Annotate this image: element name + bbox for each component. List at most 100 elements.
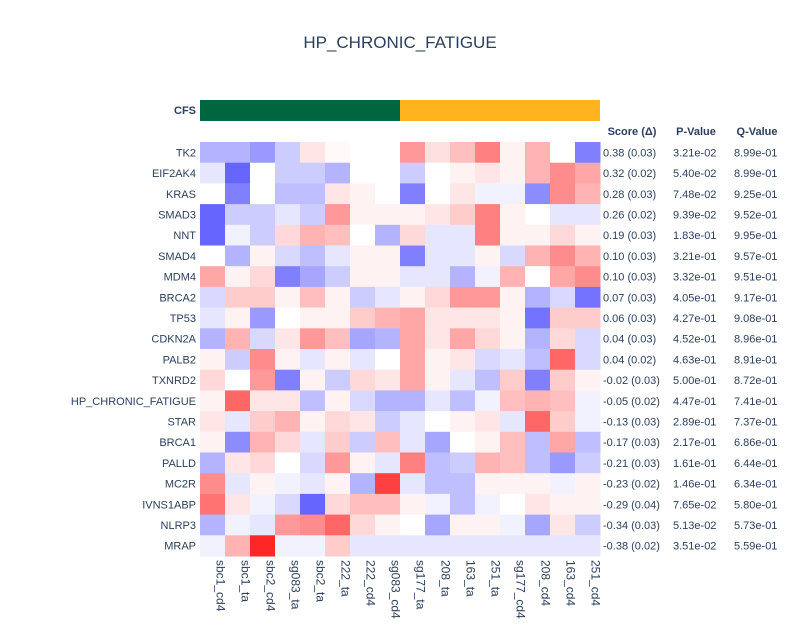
- heatmap-cell: [225, 349, 251, 371]
- row-label: NLRP3: [161, 520, 196, 532]
- heatmap-cell: [500, 183, 526, 205]
- q-value: 9.08e-01: [734, 313, 777, 325]
- score-value: -0.34 (0.03): [603, 520, 660, 532]
- heatmap-cell: [450, 224, 476, 246]
- column-label: 222_cd4: [364, 560, 378, 606]
- heatmap-cell: [425, 493, 451, 516]
- heatmap-cell: [300, 162, 326, 184]
- heatmap-cell: [375, 266, 401, 288]
- heatmap-cell: [375, 514, 401, 536]
- heatmap-cell: [450, 390, 476, 412]
- p-value: 2.89e-01: [673, 416, 716, 428]
- table-header: Q-Value: [737, 126, 778, 138]
- heatmap-cell: [525, 493, 551, 516]
- heatmap-cell: [325, 390, 351, 412]
- heatmap-cell: [475, 390, 501, 412]
- heatmap-cell: [350, 162, 376, 184]
- heatmap-cell: [575, 390, 601, 412]
- heatmap-cell: [425, 286, 451, 309]
- heatmap-cell: [525, 204, 551, 226]
- heatmap-cell: [525, 431, 551, 453]
- heatmap-cell: [525, 452, 551, 474]
- heatmap-cell: [400, 286, 426, 309]
- heatmap-cell: [275, 266, 301, 288]
- heatmap-cell: [275, 349, 301, 371]
- heatmap-cell: [275, 204, 301, 226]
- heatmap-cell: [550, 493, 576, 516]
- heatmap-cell: [325, 452, 351, 474]
- heatmap-cell: [325, 162, 351, 184]
- heatmap-cell: [425, 328, 451, 350]
- heatmap-cell: [275, 390, 301, 412]
- heatmap-cell: [350, 183, 376, 205]
- heatmap-cell: [425, 183, 451, 205]
- heatmap-cell: [325, 183, 351, 205]
- heatmap-cell: [550, 411, 576, 433]
- heatmap-cell: [225, 307, 251, 329]
- heatmap-cell: [250, 493, 276, 516]
- heatmap-cell: [525, 183, 551, 205]
- heatmap-cell: [300, 514, 326, 536]
- heatmap-cell: [425, 452, 451, 474]
- heatmap-cell: [400, 245, 426, 267]
- heatmap-cell: [200, 390, 226, 412]
- row-label: PALLD: [162, 458, 196, 470]
- heatmap-cell: [200, 473, 226, 495]
- heatmap-cell: [450, 162, 476, 184]
- heatmap-cell: [550, 204, 576, 226]
- p-value: 5.13e-02: [673, 520, 716, 532]
- heatmap-cell: [225, 535, 251, 557]
- heatmap-cell: [425, 390, 451, 412]
- heatmap-cell: [400, 452, 426, 474]
- heatmap-cell: [275, 183, 301, 205]
- heatmap-cell: [225, 224, 251, 246]
- heatmap-cell: [375, 493, 401, 516]
- heatmap-cell: [525, 224, 551, 246]
- heatmap-cell: [200, 162, 226, 184]
- score-value: -0.13 (0.03): [603, 416, 660, 428]
- heatmap-cell: [500, 286, 526, 309]
- chart-title: HP_CHRONIC_FATIGUE: [303, 33, 497, 52]
- score-value: -0.05 (0.02): [603, 396, 660, 408]
- p-value: 9.39e-02: [673, 209, 716, 221]
- heatmap-cell: [350, 266, 376, 288]
- heatmap-cell: [500, 162, 526, 184]
- heatmap-cell: [400, 349, 426, 371]
- heatmap-cell: [575, 473, 601, 495]
- heatmap-cell: [550, 369, 576, 391]
- heatmap-cell: [575, 535, 601, 557]
- heatmap-cell: [475, 535, 501, 557]
- heatmap-cell: [375, 349, 401, 371]
- heatmap-cell: [450, 328, 476, 350]
- heatmap-cell: [325, 266, 351, 288]
- heatmap-cell: [325, 369, 351, 391]
- heatmap-cell: [400, 328, 426, 350]
- heatmap-cell: [275, 493, 301, 516]
- heatmap-cell: [425, 514, 451, 536]
- heatmap-cell: [400, 183, 426, 205]
- heatmap-cell: [225, 183, 251, 205]
- heatmap-cell: [500, 431, 526, 453]
- heatmap-cell: [375, 224, 401, 246]
- heatmap-cell: [425, 224, 451, 246]
- heatmap-cell: [250, 245, 276, 267]
- q-value: 9.52e-01: [734, 209, 777, 221]
- heatmap-cell: [325, 245, 351, 267]
- heatmap-cell: [325, 224, 351, 246]
- group-bar-2: [400, 100, 600, 121]
- heatmap-cell: [500, 411, 526, 433]
- heatmap-cell: [250, 514, 276, 536]
- p-value: 4.52e-01: [673, 334, 716, 346]
- heatmap-cell: [200, 411, 226, 433]
- heatmap-cell: [325, 473, 351, 495]
- heatmap-cell: [575, 245, 601, 267]
- q-value: 9.17e-01: [734, 292, 777, 304]
- heatmap-cell: [400, 224, 426, 246]
- heatmap-cell: [550, 535, 576, 557]
- heatmap-cell: [300, 493, 326, 516]
- row-label: STAR: [167, 416, 196, 428]
- heatmap-cell: [325, 411, 351, 433]
- heatmap-cell: [300, 535, 326, 557]
- score-value: 0.06 (0.03): [603, 313, 656, 325]
- heatmap-cell: [350, 493, 376, 516]
